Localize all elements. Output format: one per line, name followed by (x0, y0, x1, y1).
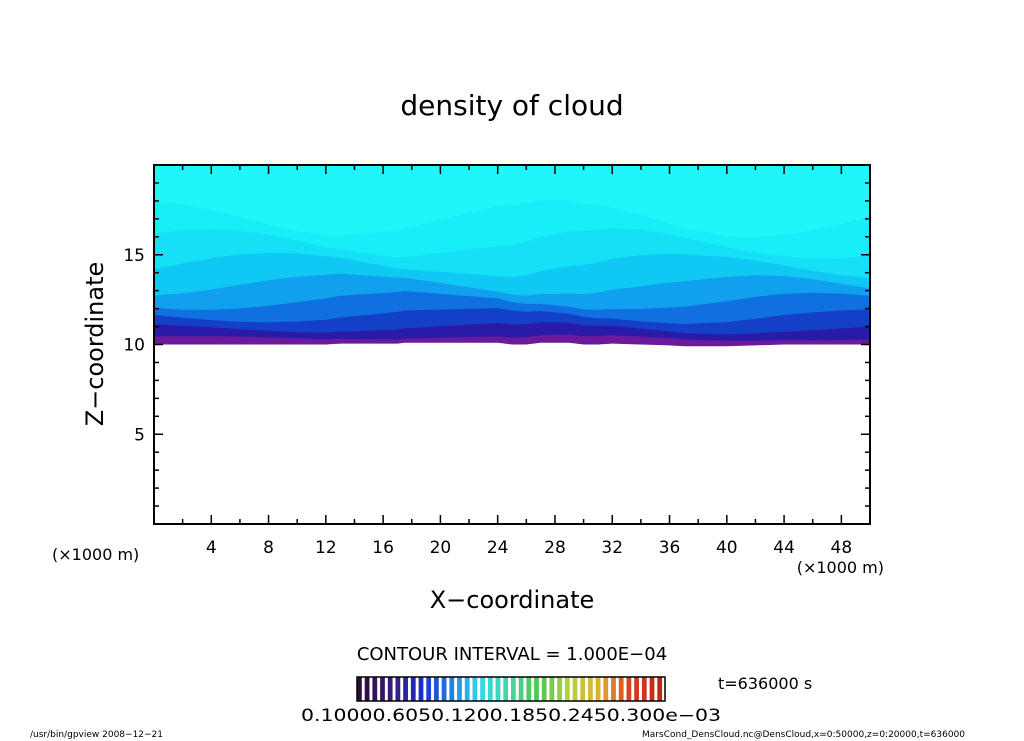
colorbar-swatch-9 (426, 677, 432, 701)
colorbar-swatch-6 (403, 677, 408, 701)
y-tick-label-15: 15 (123, 246, 145, 266)
colorbar-swatch-35 (626, 677, 632, 701)
contour-interval-label: CONTOUR INTERVAL = 1.000E−04 (357, 644, 667, 665)
colorbar-swatch-1 (364, 677, 370, 701)
colorbar-swatch-10 (434, 677, 439, 701)
x-tick-label-16: 16 (372, 538, 394, 558)
x-tick-label-24: 24 (487, 538, 509, 558)
footer-right: MarsCond_DensCloud.nc@DensCloud,x=0:5000… (642, 730, 965, 740)
x-tick-label-48: 48 (831, 538, 853, 558)
x-unit-right: (×1000 m) (797, 558, 884, 577)
colorbar (357, 677, 663, 701)
x-tick-label-28: 28 (544, 538, 566, 558)
colorbar-swatch-8 (418, 677, 424, 701)
colorbar-swatch-30 (588, 677, 593, 701)
y-axis-label: Z−coordinate (81, 262, 109, 427)
y-tick-label-5: 5 (134, 425, 145, 445)
chart-title: density of cloud (400, 89, 623, 122)
colorbar-swatch-26 (557, 677, 562, 701)
x-tick-label-4: 4 (206, 538, 217, 558)
colorbar-swatch-4 (387, 677, 393, 701)
colorbar-swatch-14 (464, 677, 470, 701)
colorbar-swatch-28 (572, 677, 578, 701)
colorbar-swatch-11 (441, 677, 447, 701)
colorbar-swatch-12 (449, 677, 455, 701)
colorbar-swatch-13 (457, 677, 462, 701)
colorbar-swatch-33 (611, 677, 616, 701)
colorbar-swatch-36 (634, 677, 639, 701)
colorbar-swatch-0 (357, 677, 362, 701)
y-tick-label-10: 10 (123, 336, 145, 356)
colorbar-frame (356, 676, 666, 702)
x-tick-label-8: 8 (263, 538, 274, 558)
colorbar-swatch-37 (641, 677, 647, 701)
x-tick-label-40: 40 (716, 538, 738, 558)
colorbar-swatch-7 (410, 677, 416, 701)
colorbar-swatch-18 (495, 677, 501, 701)
x-tick-label-20: 20 (430, 538, 452, 558)
x-tick-label-32: 32 (601, 538, 623, 558)
colorbar-swatch-38 (649, 677, 655, 701)
x-tick-label-36: 36 (659, 538, 681, 558)
colorbar-swatch-20 (511, 677, 516, 701)
colorbar-swatch-19 (503, 677, 509, 701)
colorbar-swatch-34 (618, 677, 624, 701)
x-axis-ticks: 4 8 12 16 20 24 28 32 36 40 44 48 (181, 165, 853, 558)
timestamp-label: t=636000 s (718, 674, 812, 693)
colorbar-swatch-15 (472, 677, 478, 701)
colorbar-labels: 0.10000.6050.1200.1850.2450.300e−03 (301, 706, 721, 726)
colorbar-swatch-5 (395, 677, 401, 701)
colorbar-swatch-16 (480, 677, 485, 701)
colorbar-swatch-3 (380, 677, 385, 701)
footer-left: /usr/bin/gpview 2008−12−21 (30, 730, 163, 740)
x-tick-label-12: 12 (315, 538, 337, 558)
colorbar-swatch-25 (549, 677, 555, 701)
colorbar-swatch-31 (595, 677, 601, 701)
colorbar-swatch-24 (541, 677, 547, 701)
colorbar-swatch-27 (564, 677, 570, 701)
colorbar-swatch-2 (372, 677, 378, 701)
colorbar-swatch-17 (487, 677, 493, 701)
density-band-8 (154, 165, 870, 237)
x-unit-left: (×1000 m) (52, 545, 139, 564)
density-field (154, 165, 870, 347)
colorbar-swatch-39 (657, 677, 663, 701)
colorbar-swatch-32 (603, 677, 609, 701)
colorbar-swatch-29 (580, 677, 586, 701)
colorbar-swatch-22 (526, 677, 532, 701)
x-axis-label: X−coordinate (430, 586, 595, 614)
x-tick-label-44: 44 (773, 538, 795, 558)
y-axis-ticks: 5 10 15 (123, 182, 870, 507)
colorbar-swatch-21 (518, 677, 524, 701)
colorbar-swatch-23 (534, 677, 539, 701)
